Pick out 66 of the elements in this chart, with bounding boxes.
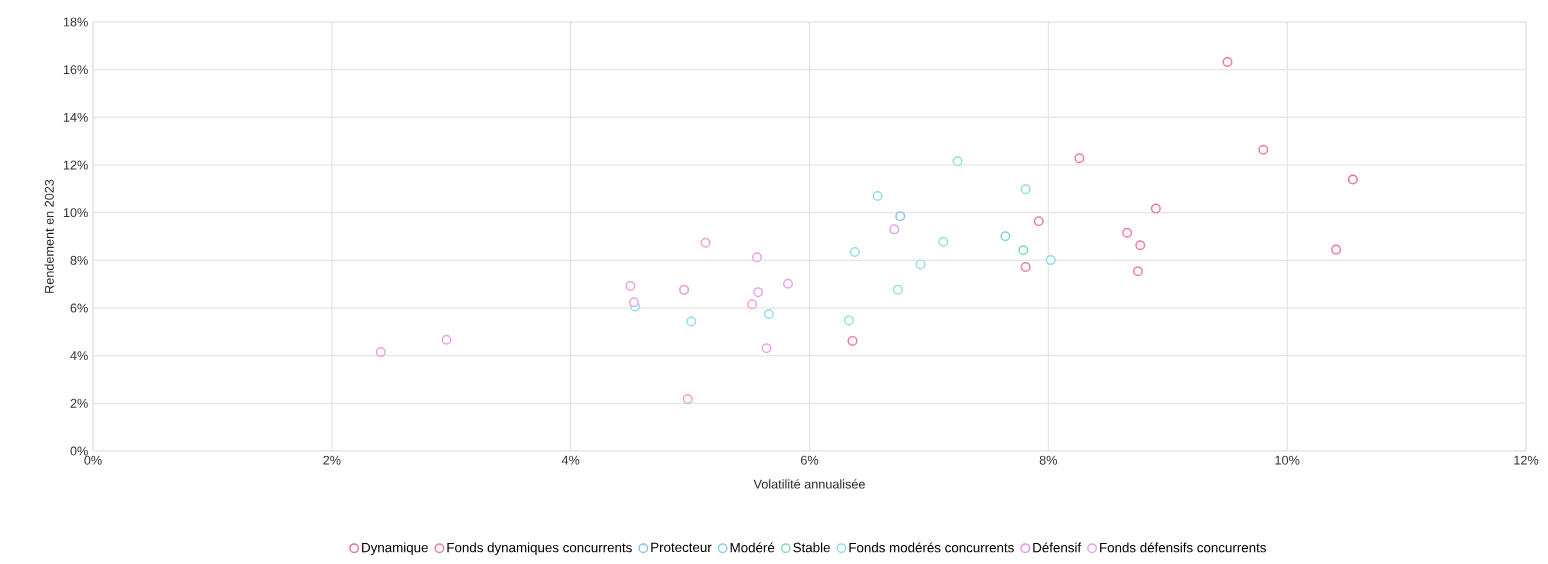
point <box>872 190 883 201</box>
legend-label: Modéré <box>730 542 775 553</box>
point <box>952 156 963 167</box>
point <box>441 334 452 345</box>
legend-label: Défensif <box>1033 542 1082 553</box>
point <box>889 224 900 235</box>
point <box>1018 245 1029 256</box>
point <box>1020 184 1031 195</box>
point <box>761 343 772 354</box>
x-tick-label: 6% <box>801 455 819 465</box>
x-tick-label: 4% <box>561 455 580 465</box>
point <box>1045 255 1056 266</box>
y-tick-label: 18% <box>63 17 88 27</box>
point <box>1000 231 1011 242</box>
point <box>1033 216 1044 227</box>
x-axis-title: Volatilité annualisée <box>753 479 865 489</box>
point <box>682 394 693 405</box>
point <box>747 299 758 310</box>
y-axis-title: Rendement en 2023 <box>44 179 54 293</box>
point <box>1150 203 1161 214</box>
legend-label: Fonds défensifs concurrents <box>1100 542 1266 553</box>
x-tick-label: 12% <box>1514 455 1539 465</box>
point <box>375 347 386 358</box>
x-tick-label: 0% <box>84 455 102 465</box>
legend-label: Stable <box>793 542 830 553</box>
y-tick-label: 8% <box>70 255 88 265</box>
y-tick-label: 16% <box>63 65 88 75</box>
y-tick-label: 10% <box>63 208 88 218</box>
point <box>1135 240 1146 251</box>
point <box>843 315 854 326</box>
point <box>847 335 858 346</box>
x-tick-label: 2% <box>323 455 341 465</box>
point <box>1347 174 1358 185</box>
point <box>763 308 774 319</box>
point <box>686 316 697 327</box>
point <box>915 259 926 270</box>
y-tick-label: 2% <box>70 398 88 408</box>
point <box>892 284 903 295</box>
point <box>1074 153 1085 164</box>
point <box>1020 262 1031 273</box>
y-tick-label: 4% <box>70 351 88 361</box>
point <box>753 287 764 298</box>
point <box>679 284 690 295</box>
point <box>1222 57 1233 68</box>
point <box>628 297 639 308</box>
point <box>783 278 794 289</box>
x-tick-label: 8% <box>1039 455 1058 465</box>
x-tick-label: 10% <box>1275 455 1300 465</box>
point <box>1132 266 1143 277</box>
point <box>1258 144 1269 155</box>
point <box>895 211 906 222</box>
y-tick-label: 14% <box>63 112 88 122</box>
legend-label: Dynamique <box>362 542 428 555</box>
y-tick-label: 12% <box>63 160 88 170</box>
point <box>1331 244 1342 255</box>
y-tick-label: 6% <box>70 303 88 313</box>
point <box>938 236 949 247</box>
point <box>1122 227 1133 238</box>
y-tick-label: 0% <box>70 446 88 456</box>
point <box>751 252 762 263</box>
legend-label: Fonds dynamiques concurrents <box>447 542 632 555</box>
point <box>625 281 636 292</box>
point <box>700 237 711 248</box>
point <box>849 246 860 257</box>
legend-label: Fonds modérés concurrents <box>849 542 1014 553</box>
legend-label: Protecteur <box>651 542 712 553</box>
